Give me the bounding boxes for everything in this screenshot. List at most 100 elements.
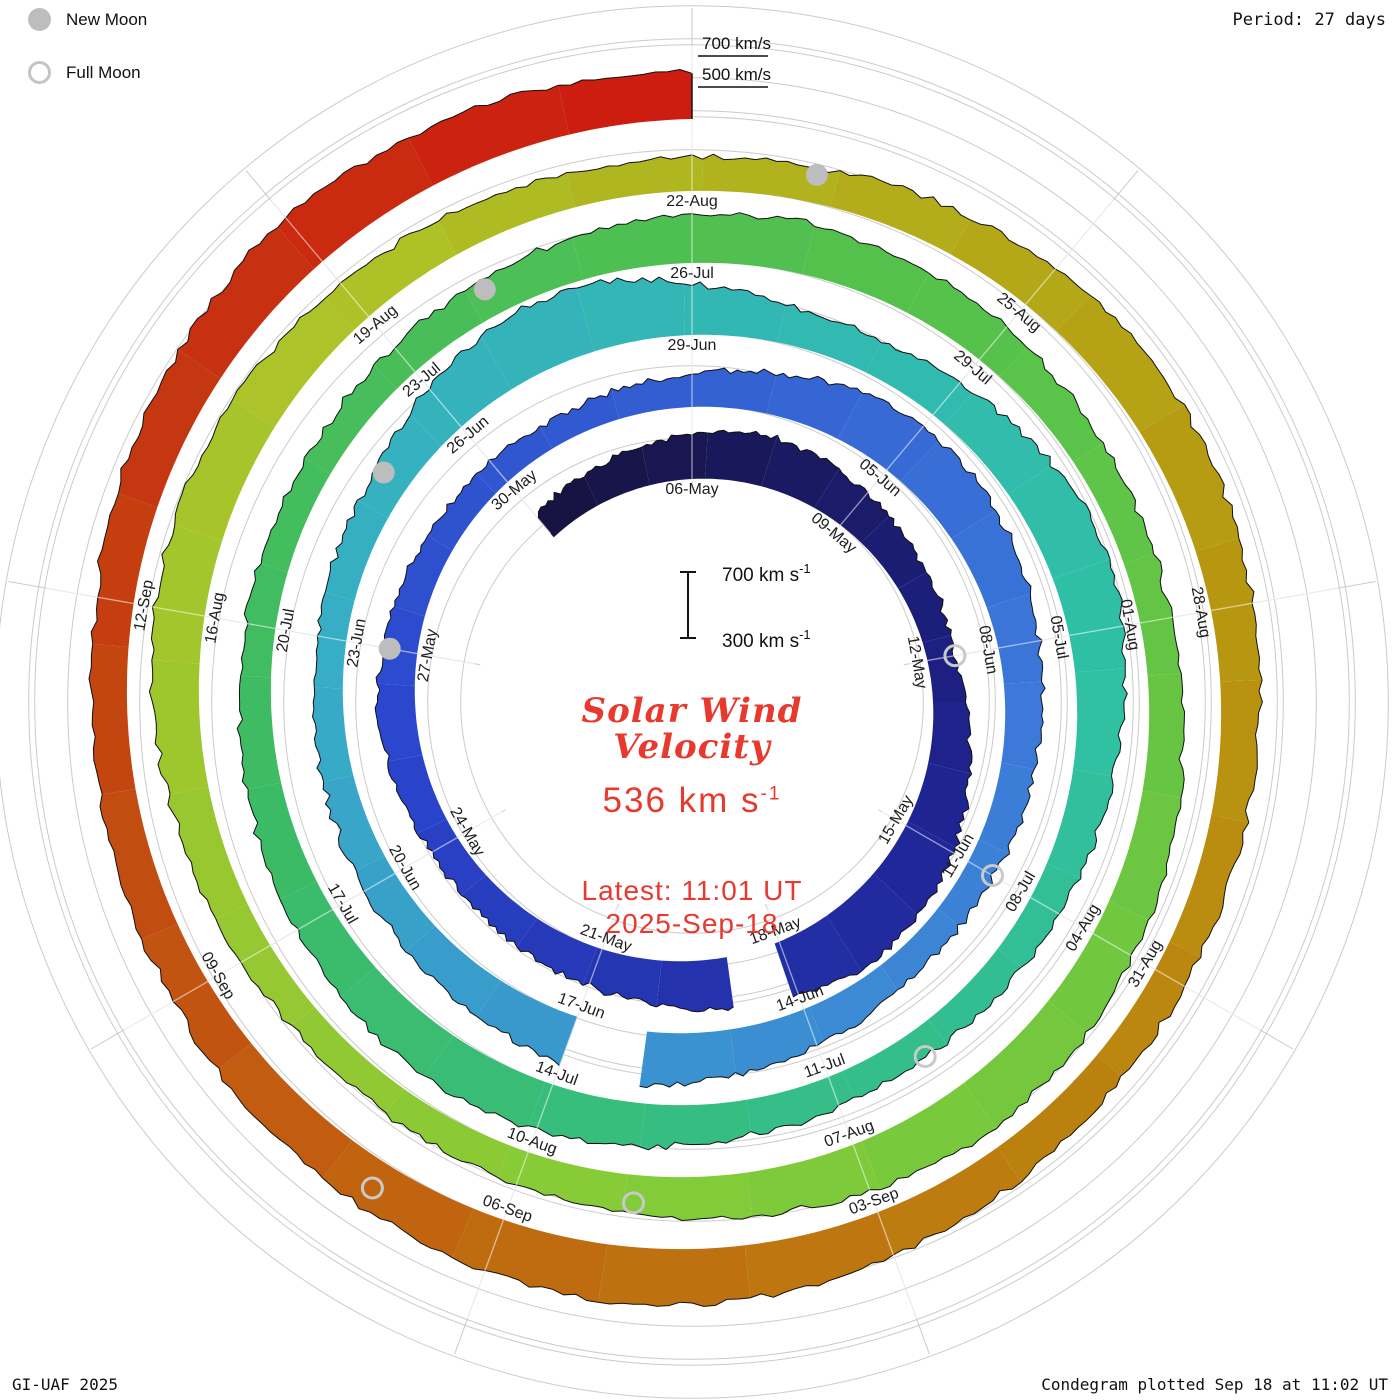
velocity-band-segment bbox=[91, 493, 158, 648]
velocity-band-segment bbox=[683, 282, 786, 343]
velocity-band-segment bbox=[237, 675, 282, 790]
velocity-band-segment bbox=[1001, 681, 1046, 770]
velocity-trace bbox=[1200, 822, 1250, 958]
velocity-trace bbox=[838, 468, 890, 517]
velocity-trace bbox=[641, 431, 708, 448]
velocity-trace bbox=[387, 761, 418, 834]
date-label: 06-May bbox=[665, 481, 718, 498]
velocity-band-segment bbox=[149, 660, 209, 794]
velocity-band-segment bbox=[842, 1019, 948, 1098]
velocity-trace bbox=[322, 1177, 453, 1259]
date-label: 26-Jul bbox=[670, 265, 714, 282]
velocity-band-segment bbox=[394, 535, 453, 617]
legend-new-moon: New Moon bbox=[28, 8, 147, 31]
velocity-trace bbox=[598, 1297, 751, 1307]
velocity-trace bbox=[303, 364, 375, 458]
velocity-band-segment bbox=[405, 926, 501, 1017]
velocity-band-segment bbox=[622, 1172, 753, 1221]
velocity-band-segment bbox=[598, 1244, 750, 1307]
velocity-trace bbox=[240, 563, 262, 676]
velocity-trace bbox=[582, 982, 657, 1008]
velocity-trace bbox=[1029, 593, 1044, 682]
spoke-overlay bbox=[882, 811, 1261, 1031]
spoke-overlay bbox=[908, 587, 1339, 665]
velocity-band-segment bbox=[908, 762, 972, 847]
velocity-trace bbox=[862, 392, 939, 442]
velocity-band-segment bbox=[829, 170, 971, 255]
velocity-band-segment bbox=[410, 336, 512, 447]
velocity-trace bbox=[1085, 919, 1149, 1033]
velocity-band-segment bbox=[476, 426, 553, 494]
velocity-trace bbox=[424, 1075, 529, 1128]
velocity-trace bbox=[752, 1189, 881, 1217]
velocity-trace bbox=[247, 789, 281, 900]
velocity-band-segment bbox=[774, 915, 862, 998]
velocity-trace bbox=[374, 683, 390, 762]
velocity-trace bbox=[427, 473, 477, 536]
velocity-band-segment bbox=[802, 226, 929, 313]
velocity-trace bbox=[88, 643, 103, 795]
velocity-band-segment bbox=[1052, 559, 1126, 673]
velocity-band-segment bbox=[900, 441, 996, 539]
velocity-band-segment bbox=[1195, 538, 1263, 682]
velocity-band-segment bbox=[566, 154, 703, 208]
velocity-trace bbox=[322, 781, 357, 871]
velocity-band-segment bbox=[861, 1082, 997, 1190]
velocity-band-segment bbox=[877, 1147, 1022, 1255]
new-moon-marker bbox=[378, 637, 401, 660]
velocity-band-segment bbox=[906, 273, 1027, 377]
velocity-trace bbox=[639, 1131, 751, 1151]
velocity-band-segment bbox=[452, 1208, 608, 1303]
velocity-trace bbox=[1090, 295, 1186, 406]
velocity-band-segment bbox=[999, 347, 1104, 462]
velocity-band-segment bbox=[809, 965, 898, 1042]
velocity-band-segment bbox=[944, 393, 1051, 495]
velocity-band-segment bbox=[177, 227, 315, 379]
velocity-band-segment bbox=[1073, 442, 1154, 564]
full-moon-marker bbox=[913, 1045, 937, 1068]
velocity-trace bbox=[394, 535, 429, 607]
new-moon-icon bbox=[28, 8, 51, 31]
velocity-trace bbox=[1111, 668, 1128, 777]
velocity-trace bbox=[1238, 538, 1263, 681]
velocity-trace bbox=[683, 281, 787, 307]
velocity-band-segment bbox=[701, 154, 840, 207]
velocity-band-segment bbox=[1048, 901, 1149, 1033]
velocity-trace bbox=[880, 1128, 998, 1191]
velocity-band-segment bbox=[928, 702, 972, 775]
velocity-band-segment bbox=[766, 373, 863, 439]
velocity-trace bbox=[861, 913, 917, 972]
velocity-band-segment bbox=[861, 516, 927, 589]
velocity-band-segment bbox=[528, 1081, 646, 1147]
latest-timestamp: Latest: 11:01 UT 2025-Sep-18 bbox=[442, 875, 942, 939]
velocity-trace bbox=[916, 846, 956, 915]
velocity-band-segment bbox=[313, 592, 355, 689]
velocity-trace bbox=[957, 853, 1010, 926]
velocity-trace bbox=[947, 967, 1022, 1046]
top-axis-500-label: 500 km/s bbox=[702, 65, 771, 84]
velocity-band-segment bbox=[997, 863, 1081, 968]
velocity-band-segment bbox=[1096, 941, 1201, 1077]
velocity-band-segment bbox=[642, 432, 708, 486]
velocity-band-segment bbox=[582, 947, 662, 1007]
velocity-trace bbox=[897, 924, 959, 991]
velocity-trace bbox=[881, 342, 973, 394]
radial-scale-bar: 700 km s-1 300 km s-1 bbox=[680, 561, 811, 652]
velocity-band-segment bbox=[997, 1055, 1121, 1183]
velocity-band-segment bbox=[291, 1006, 404, 1113]
velocity-trace bbox=[707, 429, 778, 440]
velocity-band-segment bbox=[323, 775, 385, 871]
velocity-trace bbox=[611, 373, 693, 392]
velocity-trace bbox=[539, 388, 612, 427]
velocity-band-segment bbox=[325, 221, 457, 330]
velocity-trace bbox=[385, 1112, 498, 1179]
velocity-band-segment bbox=[922, 635, 967, 702]
spoke-overlay bbox=[766, 908, 918, 1319]
velocity-band-segment bbox=[304, 364, 397, 475]
velocity-trace bbox=[1026, 346, 1104, 444]
velocity-band-segment bbox=[826, 873, 917, 972]
velocity-trace bbox=[1020, 878, 1082, 968]
velocity-trace bbox=[622, 1210, 753, 1221]
velocity-band-segment bbox=[89, 643, 136, 795]
velocity-band-segment bbox=[219, 1043, 353, 1179]
